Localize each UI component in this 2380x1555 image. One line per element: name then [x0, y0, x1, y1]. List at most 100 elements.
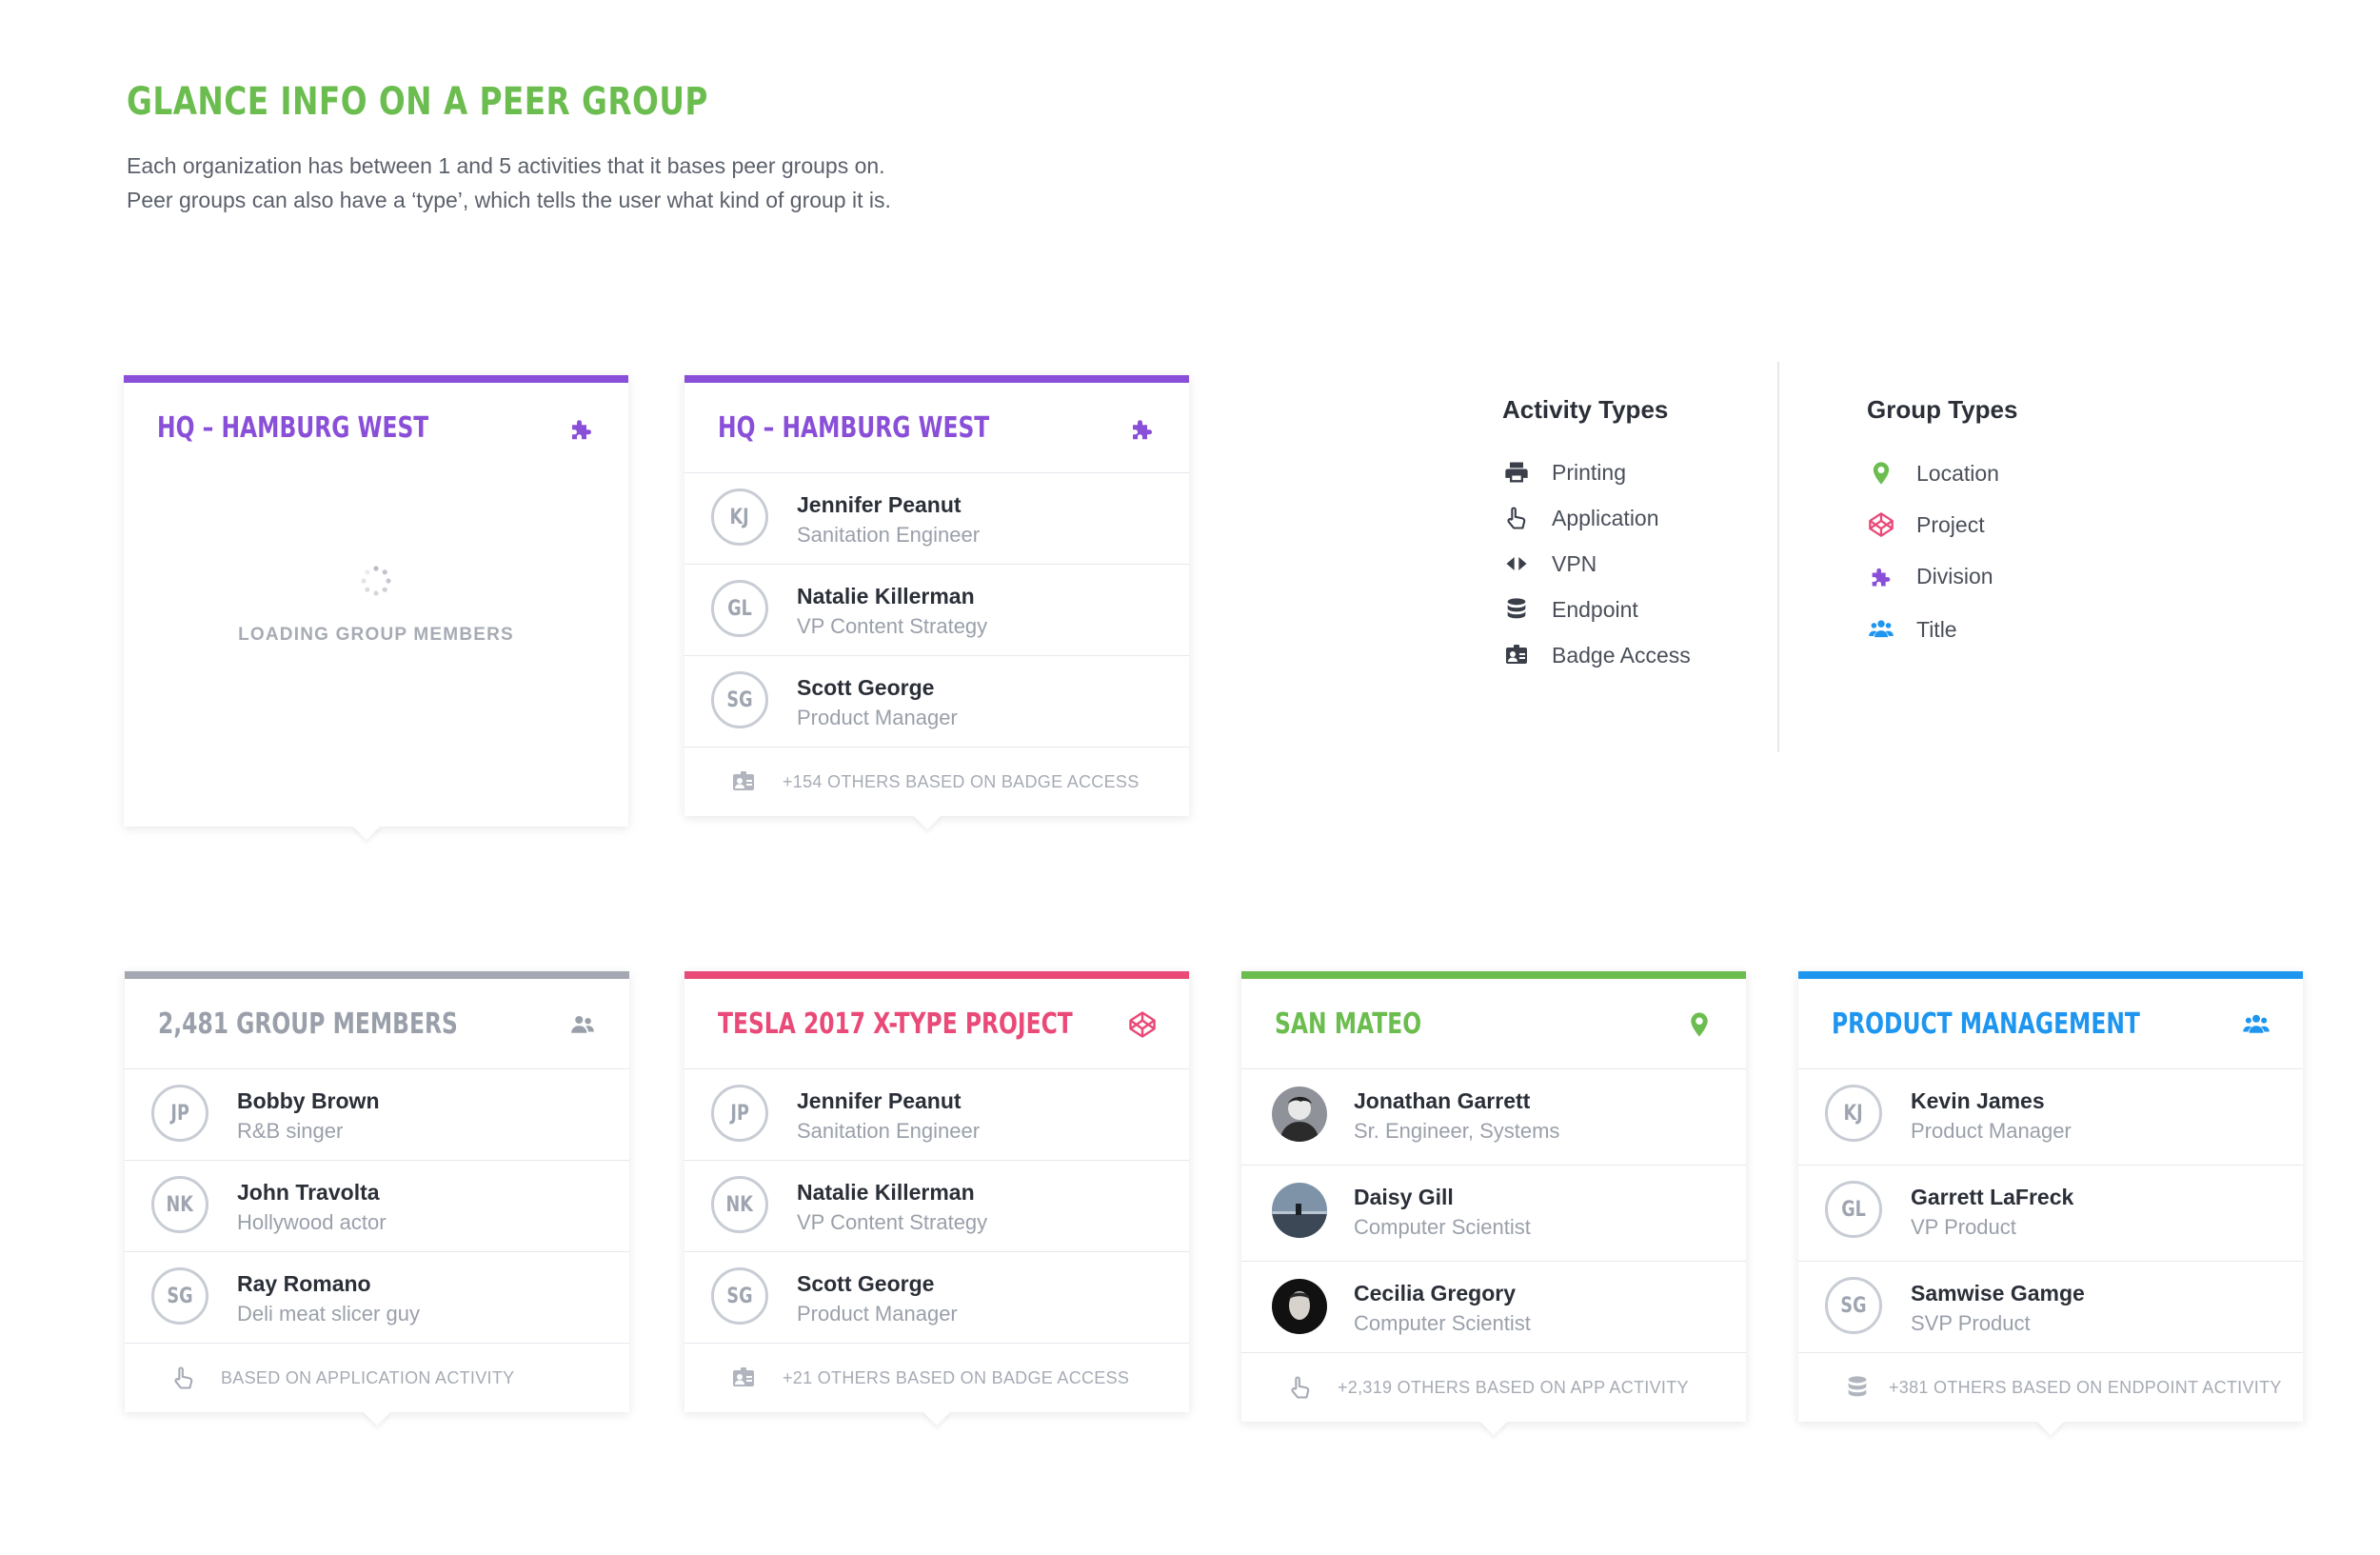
member-row[interactable]: SG Scott George Product Manager — [684, 656, 1189, 748]
peer-group-card[interactable]: 2,481 GROUP MEMBERS JP Bobby Brown R&B s… — [125, 971, 629, 1426]
peer-group-card[interactable]: HQ – HAMBURG WEST KJ Jennifer Peanut San… — [684, 375, 1189, 830]
avatar: NK — [711, 1176, 768, 1233]
member-row[interactable]: SG Ray Romano Deli meat slicer guy — [125, 1252, 629, 1344]
member-row[interactable]: SG Scott George Product Manager — [684, 1252, 1189, 1344]
member-row[interactable]: Jonathan Garrett Sr. Engineer, Systems — [1241, 1069, 1746, 1166]
legend-item: Application — [1502, 501, 1659, 535]
card-title: PRODUCT MANAGEMENT — [1832, 1007, 2140, 1041]
intro-line: Peer groups can also have a ‘type’, whic… — [127, 188, 891, 212]
member-row[interactable]: NK John Travolta Hollywood actor — [125, 1161, 629, 1252]
footer-summary: +381 OTHERS BASED ON ENDPOINT ACTIVITY — [1889, 1378, 2282, 1397]
member-row[interactable]: NK Natalie Killerman VP Content Strategy — [684, 1161, 1189, 1252]
member-name: John Travolta — [237, 1180, 380, 1205]
loading-label: LOADING GROUP MEMBERS — [238, 625, 514, 645]
member-row[interactable]: GL Natalie Killerman VP Content Strategy — [684, 565, 1189, 656]
member-role: Product Manager — [797, 706, 958, 729]
member-name: Kevin James — [1911, 1088, 2045, 1113]
database-icon — [1502, 595, 1531, 624]
member-name: Scott George — [797, 1271, 935, 1296]
legend-item: Location — [1867, 456, 1999, 490]
legend-label: Application — [1552, 505, 1659, 530]
code-arrows-icon — [1502, 549, 1531, 578]
legend-label: Printing — [1552, 459, 1626, 485]
legend-item: Division — [1867, 559, 1993, 593]
avatar: SG — [151, 1267, 208, 1325]
users-icon — [568, 1010, 597, 1039]
puzzle-icon — [567, 414, 596, 443]
member-name: Samwise Gamge — [1911, 1281, 2085, 1306]
member-name: Scott George — [797, 675, 935, 700]
member-row[interactable]: KJ Jennifer Peanut Sanitation Engineer — [684, 473, 1189, 565]
pointer-hand-icon — [1502, 504, 1531, 532]
member-name: Garrett LaFreck — [1911, 1185, 2074, 1209]
footer-summary: +21 OTHERS BASED ON BADGE ACCESS — [783, 1368, 1130, 1387]
peer-group-card[interactable]: SAN MATEO Jonathan Garrett Sr. Engineer,… — [1241, 971, 1746, 1436]
legend-label: VPN — [1552, 550, 1597, 576]
legend-item: Printing — [1502, 455, 1626, 489]
card-footer[interactable]: +21 OTHERS BASED ON BADGE ACCESS — [684, 1344, 1189, 1412]
member-row[interactable]: KJ Kevin James Product Manager — [1798, 1069, 2303, 1166]
avatar: KJ — [711, 488, 768, 546]
peer-group-card-loading[interactable]: HQ – HAMBURG WEST LOADING GROUP MEMBERS — [124, 375, 628, 841]
avatar: JP — [711, 1085, 768, 1142]
users-icon — [2242, 1010, 2271, 1039]
card-header: PRODUCT MANAGEMENT — [1798, 979, 2303, 1069]
card-color-bar — [684, 971, 1189, 979]
avatar: KJ — [1825, 1085, 1882, 1142]
card-pointer — [352, 812, 381, 841]
legend-label: Title — [1916, 616, 1957, 642]
group-types-legend: Group Types Location Project Division Ti… — [1867, 395, 2114, 662]
member-name: Jennifer Peanut — [797, 1088, 962, 1113]
card-color-bar — [1241, 971, 1746, 979]
card-color-bar — [125, 971, 629, 979]
pointer-hand-icon — [170, 1365, 197, 1391]
legend-label: Location — [1916, 460, 1999, 486]
legend-title: Group Types — [1867, 395, 2018, 424]
card-footer[interactable]: BASED ON APPLICATION ACTIVITY — [125, 1344, 629, 1412]
loading-state: LOADING GROUP MEMBERS — [124, 566, 628, 646]
badge-icon — [1502, 641, 1531, 669]
member-name: Natalie Killerman — [797, 1180, 975, 1205]
member-role: Sr. Engineer, Systems — [1354, 1119, 1560, 1143]
member-row[interactable]: JP Bobby Brown R&B singer — [125, 1069, 629, 1161]
legend-label: Division — [1916, 563, 1993, 588]
card-footer[interactable]: +381 OTHERS BASED ON ENDPOINT ACTIVITY — [1798, 1353, 2303, 1422]
member-name: Natalie Killerman — [797, 584, 975, 608]
member-role: Hollywood actor — [237, 1210, 387, 1234]
peer-group-card[interactable]: TESLA 2017 X-TYPE PROJECT JP Jennifer Pe… — [684, 971, 1189, 1426]
member-name: Bobby Brown — [237, 1088, 380, 1113]
member-row[interactable]: GL Garrett LaFreck VP Product — [1798, 1166, 2303, 1262]
avatar: SG — [711, 671, 768, 728]
activity-types-legend: Activity Types Printing Application VPN … — [1502, 395, 1750, 681]
card-footer[interactable]: +2,319 OTHERS BASED ON APP ACTIVITY — [1241, 1353, 1746, 1422]
badge-icon — [730, 1365, 757, 1391]
member-row[interactable]: Daisy Gill Computer Scientist — [1241, 1166, 1746, 1262]
location-pin-icon — [1867, 459, 1895, 488]
avatar-photo — [1272, 1279, 1327, 1334]
member-row[interactable]: Cecilia Gregory Computer Scientist — [1241, 1262, 1746, 1353]
card-footer[interactable]: +154 OTHERS BASED ON BADGE ACCESS — [684, 748, 1189, 816]
database-icon — [1844, 1374, 1871, 1401]
member-role: VP Content Strategy — [797, 1210, 988, 1234]
member-row[interactable]: JP Jennifer Peanut Sanitation Engineer — [684, 1069, 1189, 1161]
legend-label: Badge Access — [1552, 642, 1691, 668]
page-title: GLANCE INFO ON A PEER GROUP — [127, 80, 708, 124]
card-color-bar — [1798, 971, 2303, 979]
legend-item: Endpoint — [1502, 592, 1638, 627]
peer-group-card[interactable]: PRODUCT MANAGEMENT KJ Kevin James Produc… — [1798, 971, 2303, 1436]
footer-summary: BASED ON APPLICATION ACTIVITY — [221, 1368, 515, 1387]
member-role: VP Product — [1911, 1215, 2016, 1239]
card-header: TESLA 2017 X-TYPE PROJECT — [684, 979, 1189, 1069]
footer-summary: +2,319 OTHERS BASED ON APP ACTIVITY — [1338, 1378, 1689, 1397]
avatar-photo — [1272, 1087, 1327, 1142]
avatar: GL — [711, 580, 768, 637]
pointer-hand-icon — [1287, 1374, 1314, 1401]
member-role: SVP Product — [1911, 1311, 2031, 1335]
puzzle-icon — [1128, 414, 1157, 443]
member-row[interactable]: SG Samwise Gamge SVP Product — [1798, 1262, 2303, 1353]
card-title: HQ – HAMBURG WEST — [718, 411, 990, 445]
member-role: Computer Scientist — [1354, 1215, 1531, 1239]
card-header: HQ – HAMBURG WEST — [124, 383, 628, 472]
avatar: SG — [711, 1267, 768, 1325]
avatar-photo — [1272, 1183, 1327, 1238]
